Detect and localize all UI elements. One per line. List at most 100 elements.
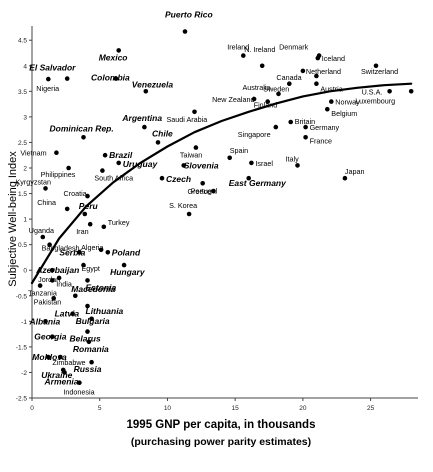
point-label: Uganda <box>29 226 54 235</box>
data-point <box>50 278 55 283</box>
point-label: New Zealand <box>212 95 254 104</box>
data-point <box>77 250 82 255</box>
x-tick-label: 5 <box>98 405 102 412</box>
data-point <box>314 81 319 86</box>
point-label: Denmark <box>279 43 309 52</box>
data-point <box>37 283 43 288</box>
point-label: El Salvador <box>29 63 76 73</box>
data-point <box>265 99 271 104</box>
data-point <box>287 81 292 86</box>
point-label: Dominican Rep. <box>50 123 114 133</box>
data-point <box>276 91 281 97</box>
data-point <box>85 303 90 309</box>
point-label: Egypt <box>82 264 100 273</box>
point-label: Azerbaijan <box>35 265 79 275</box>
data-point <box>89 359 94 365</box>
data-point <box>259 63 265 69</box>
data-point <box>98 247 104 253</box>
point-label: Tanzania <box>28 289 57 298</box>
data-point <box>85 193 90 199</box>
y-tick-label: -1.5 <box>16 344 28 351</box>
point-label: Ireland <box>227 43 249 52</box>
data-point <box>43 186 48 191</box>
point-label: Chile <box>152 128 173 138</box>
point-label: Britain <box>295 117 315 126</box>
point-label: Venezuela <box>132 79 174 89</box>
data-point <box>87 221 93 227</box>
point-label: Nigeria <box>36 84 59 93</box>
y-tick-label: 4 <box>23 63 27 70</box>
point-label: Switzerland <box>361 67 398 76</box>
data-point <box>54 150 59 155</box>
data-point <box>211 188 216 194</box>
point-label: Czech <box>166 174 191 184</box>
point-label: Lithuania <box>86 306 124 316</box>
y-tick-label: 2.5 <box>18 140 27 147</box>
data-point <box>121 262 127 268</box>
data-point <box>43 319 48 324</box>
data-point <box>116 48 121 53</box>
point-label: Portugal <box>191 186 218 195</box>
data-point <box>181 163 186 168</box>
trend-layer <box>30 82 413 285</box>
data-point <box>64 76 70 81</box>
data-point <box>85 278 90 283</box>
point-label: Bulgaria <box>76 316 110 326</box>
data-point <box>295 163 300 168</box>
point-label: Finland <box>254 101 278 110</box>
point-label: Taiwan <box>180 151 202 160</box>
y-tick-label: 4.5 <box>18 38 27 45</box>
point-label: Bangladesh <box>42 244 80 253</box>
data-point <box>273 124 279 130</box>
axes: 0 5 10 15 20 25 4.5 4 3.5 3 2.5 2 1.5 1 0.5 0 -0.5 -1 -1.5… <box>16 26 418 412</box>
y-tick-label: -1 <box>21 319 27 326</box>
x-tick-label: 20 <box>299 405 307 412</box>
point-label: Italy <box>286 154 300 163</box>
data-point <box>86 339 92 345</box>
y-tick-label: 0 <box>23 268 27 275</box>
data-point <box>288 119 294 125</box>
data-point <box>314 73 319 79</box>
point-label: Singapore <box>238 130 271 139</box>
data-point <box>325 106 330 112</box>
point-label: Romania <box>73 344 109 354</box>
y-axis-title: Subjective Well-being Index <box>7 151 19 287</box>
point-label: Zimbabwe <box>52 358 85 367</box>
point-label: Philippines <box>41 170 76 179</box>
point-label: Algeria <box>81 243 103 252</box>
point-label: Saudi Arabia <box>167 115 208 124</box>
data-point <box>182 29 188 34</box>
x-tick-label: 10 <box>164 405 172 412</box>
point-label: India <box>56 279 72 288</box>
data-point <box>50 334 55 340</box>
point-label: Jordan <box>38 275 60 284</box>
point-label: Slovenia <box>184 160 219 170</box>
data-point <box>251 96 257 102</box>
point-label: N. Ireland <box>244 45 275 54</box>
point-label: Croatia <box>64 189 87 198</box>
data-point <box>193 145 199 150</box>
data-point <box>387 89 392 94</box>
data-point <box>303 135 308 140</box>
point-label: Macedonia <box>71 284 115 294</box>
data-point <box>116 160 121 166</box>
point-label: Austria <box>320 85 342 94</box>
data-point <box>227 155 232 161</box>
point-label: East Germany <box>229 178 287 188</box>
data-point <box>56 275 62 281</box>
data-point <box>142 124 147 130</box>
point-label: Poland <box>112 247 141 257</box>
point-label: Japan <box>345 167 365 176</box>
point-label: Ukraine <box>41 370 72 380</box>
point-label: Moldova <box>32 352 67 362</box>
point-label: Belarus <box>70 334 101 344</box>
point-label: Germany <box>310 123 340 132</box>
point-label: Iran <box>76 227 88 236</box>
x-tick-label: 0 <box>30 405 34 412</box>
point-label: Hungary <box>110 267 146 277</box>
data-point <box>105 250 111 255</box>
point-label: Sweden <box>263 85 289 94</box>
point-label: Indonesia <box>63 388 94 397</box>
x-axis-title: 1995 GNP per capita, in thousands <box>127 419 316 431</box>
x-tick-label: 25 <box>367 405 375 412</box>
